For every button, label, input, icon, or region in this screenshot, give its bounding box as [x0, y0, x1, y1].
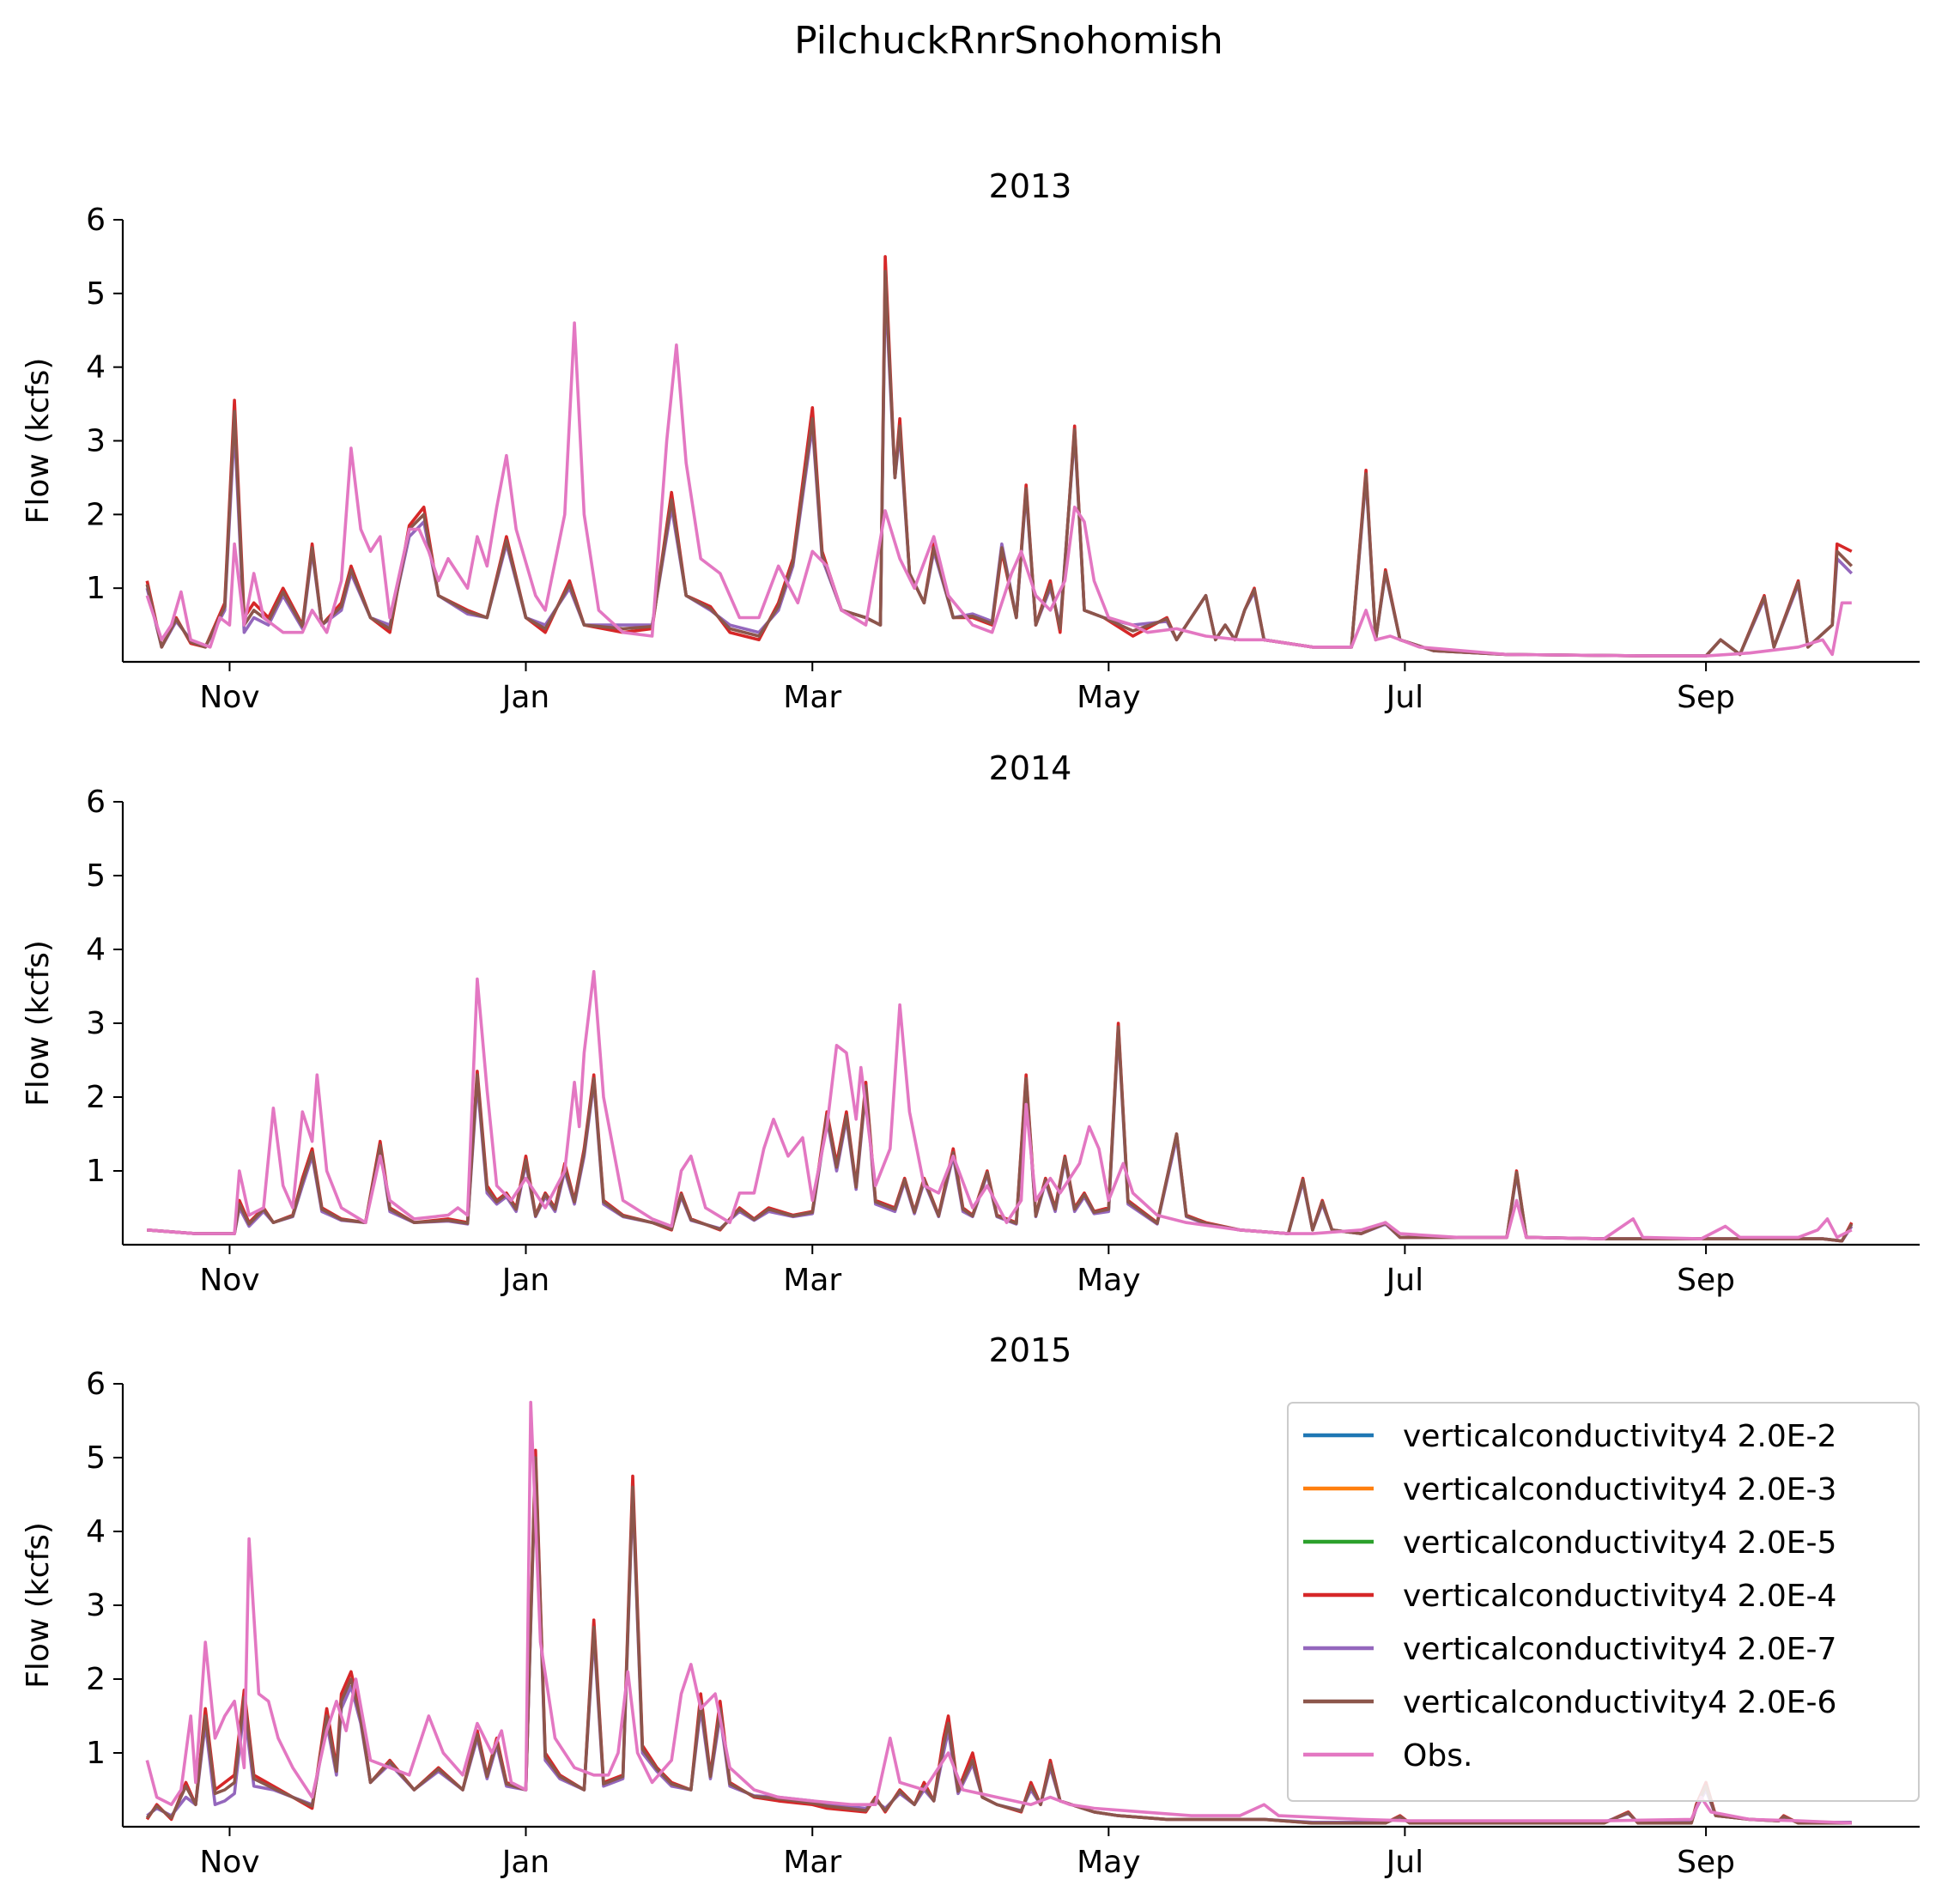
- y-axis-label: Flow (kcfs): [21, 358, 56, 525]
- x-tick-label: Jan: [501, 680, 550, 715]
- series-line-obs: [147, 970, 1853, 1240]
- y-tick-label: 3: [86, 1588, 106, 1623]
- panel-title: 2014: [989, 749, 1072, 787]
- y-axis-label: Flow (kcfs): [21, 940, 56, 1107]
- legend-label: Obs.: [1403, 1738, 1472, 1774]
- x-tick-label: Mar: [783, 1845, 841, 1880]
- x-tick-label: Mar: [783, 1263, 841, 1298]
- legend-label: verticalconductivity4 2.0E-5: [1403, 1525, 1836, 1561]
- x-tick-label: Jan: [501, 1263, 550, 1298]
- y-tick-label: 4: [86, 1514, 106, 1549]
- x-tick-label: Nov: [199, 680, 259, 715]
- x-tick-label: May: [1077, 1263, 1140, 1298]
- panel-title: 2015: [989, 1331, 1072, 1369]
- legend-label: verticalconductivity4 2.0E-6: [1403, 1685, 1836, 1720]
- x-tick-label: May: [1077, 680, 1140, 715]
- panel-2014: 2014 Flow (kcfs) 1 2 3 4 5 6 Nov Jan Mar May Jul Sep: [21, 749, 1920, 1298]
- figure-suptitle: PilchuckRnrSnohomish: [794, 19, 1223, 63]
- y-tick-label: 2: [86, 1662, 106, 1697]
- legend-label: verticalconductivity4 2.0E-4: [1403, 1579, 1836, 1614]
- x-tick-label: Sep: [1677, 1845, 1735, 1880]
- series-lines: [145, 1400, 1852, 1825]
- y-tick-label: 1: [86, 1736, 106, 1771]
- x-tick-label: May: [1077, 1845, 1140, 1880]
- y-tick-label: 4: [86, 350, 106, 385]
- x-tick-label: Sep: [1677, 680, 1735, 715]
- series-lines: [145, 255, 1854, 658]
- series-line-verticalconductivity4-2-0e-7: [145, 284, 1854, 658]
- y-tick-label: 2: [86, 1080, 106, 1115]
- x-tick-label: Nov: [199, 1845, 259, 1880]
- y-tick-label: 2: [86, 497, 106, 532]
- x-tick-label: Jul: [1385, 680, 1423, 715]
- legend-label: verticalconductivity4 2.0E-7: [1403, 1632, 1836, 1667]
- panel-title: 2013: [989, 167, 1072, 205]
- legend-box: [1287, 1402, 1920, 1802]
- x-tick-label: Mar: [783, 680, 841, 715]
- legend-label: verticalconductivity4 2.0E-2: [1403, 1419, 1836, 1454]
- y-tick-label: 6: [86, 1367, 106, 1402]
- series-line-verticalconductivity4-2-0e-4: [145, 255, 1853, 658]
- x-tick-label: Jul: [1385, 1263, 1423, 1298]
- y-axis-label: Flow (kcfs): [21, 1522, 56, 1689]
- y-tick-label: 5: [86, 1440, 106, 1476]
- x-tick-label: Sep: [1677, 1263, 1735, 1298]
- series-line-verticalconductivity4-2-0e-6: [145, 270, 1854, 658]
- panel-2013: 2013 Flow (kcfs) 1 2 3 4 5 6 Nov Jan Mar May Jul Sep: [21, 167, 1920, 715]
- y-tick-label: 5: [86, 858, 106, 894]
- legend-label: verticalconductivity4 2.0E-3: [1403, 1472, 1836, 1507]
- y-tick-label: 3: [86, 424, 106, 459]
- legend: verticalconductivity4 2.0E-2 verticalcond…: [1287, 1402, 1920, 1802]
- y-tick-label: 5: [86, 276, 106, 312]
- x-tick-label: Nov: [199, 1263, 259, 1298]
- series-line-obs: [145, 321, 1852, 658]
- y-tick-label: 1: [86, 571, 106, 606]
- y-tick-label: 6: [86, 203, 106, 238]
- series-line-verticalconductivity4-2-0e-6: [147, 1025, 1854, 1243]
- x-tick-label: Jan: [501, 1845, 550, 1880]
- x-tick-label: Jul: [1385, 1845, 1423, 1880]
- panel-2015: 2015 Flow (kcfs) 1 2 3 4 5 6 Nov Jan Mar May Jul Sep: [21, 1331, 1920, 1880]
- y-tick-label: 4: [86, 932, 106, 967]
- y-tick-label: 1: [86, 1154, 106, 1189]
- series-lines: [147, 970, 1854, 1243]
- series-line-obs: [145, 1400, 1852, 1825]
- y-tick-label: 6: [86, 785, 106, 820]
- y-tick-label: 3: [86, 1006, 106, 1041]
